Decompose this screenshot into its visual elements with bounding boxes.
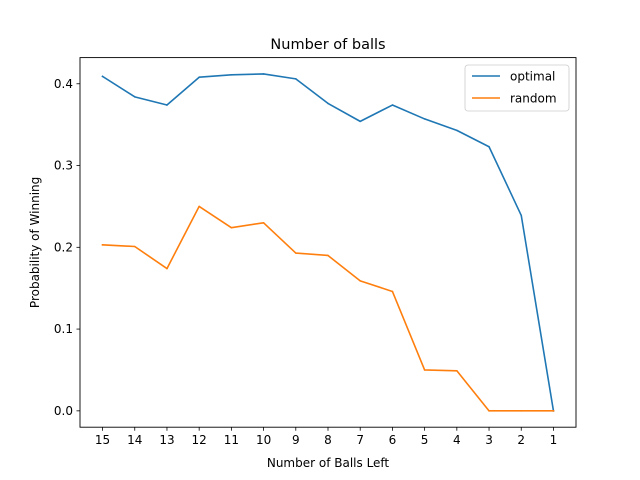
data-point-random <box>423 369 426 371</box>
x-tick-label: 12 <box>192 433 207 447</box>
x-tick-label: 10 <box>256 433 271 447</box>
data-point-random <box>488 410 490 412</box>
legend-label-optimal: optimal <box>510 70 555 84</box>
y-axis-label: Probability of Winning <box>28 177 42 308</box>
data-point-optimal <box>262 73 265 75</box>
data-point-optimal <box>133 96 136 98</box>
x-tick-label: 15 <box>95 433 110 447</box>
y-axis-ticks: 0.0 0.1 0.2 0.3 0.4 <box>54 77 80 418</box>
x-tick-label: 2 <box>517 433 525 447</box>
x-axis-label: Number of Balls Left <box>267 456 390 470</box>
data-point-optimal <box>294 78 297 80</box>
x-tick-label: 5 <box>421 433 429 447</box>
y-tick-label: 0.0 <box>54 404 73 418</box>
data-point-optimal <box>456 129 458 132</box>
data-point-random <box>391 290 394 293</box>
data-point-optimal <box>101 75 104 78</box>
data-point-random <box>327 254 329 257</box>
x-tick-label: 1 <box>550 433 558 447</box>
x-tick-label: 11 <box>224 433 239 447</box>
legend: optimal random <box>464 64 570 112</box>
x-tick-label: 13 <box>159 433 174 447</box>
x-tick-label: 14 <box>127 433 142 447</box>
data-point-optimal <box>230 73 233 76</box>
data-point-optimal <box>198 76 200 79</box>
data-point-optimal <box>327 102 329 105</box>
x-tick-label: 8 <box>324 433 332 447</box>
chart-title: Number of balls <box>270 37 385 53</box>
data-point-optimal <box>391 104 394 106</box>
plot-frame <box>79 57 577 428</box>
x-tick-label: 4 <box>453 433 461 447</box>
y-tick-label: 0.1 <box>54 322 73 336</box>
data-point-random <box>230 226 233 229</box>
data-point-optimal <box>520 214 523 217</box>
y-tick-label: 0.3 <box>54 159 73 173</box>
series-lines <box>101 73 555 412</box>
legend-label-random: random <box>510 92 557 106</box>
x-tick-label: 6 <box>389 433 397 447</box>
data-point-random <box>359 280 362 282</box>
data-point-random <box>552 410 555 412</box>
data-point-random <box>520 410 523 412</box>
data-point-random <box>166 267 168 270</box>
data-point-optimal <box>359 120 362 123</box>
data-point-random <box>133 245 136 248</box>
data-point-optimal <box>166 104 168 106</box>
data-point-random <box>294 252 297 254</box>
data-point-optimal <box>488 145 490 148</box>
data-point-optimal <box>423 118 426 120</box>
x-tick-label: 7 <box>356 433 364 447</box>
x-tick-label: 9 <box>292 433 300 447</box>
x-tick-label: 3 <box>485 433 493 447</box>
x-axis-ticks: 15 14 13 12 11 10 9 8 7 6 5 4 3 2 1 <box>95 427 557 447</box>
data-point-random <box>198 205 200 208</box>
y-tick-label: 0.4 <box>54 77 73 91</box>
data-point-random <box>101 244 104 246</box>
data-point-random <box>456 369 458 372</box>
y-tick-label: 0.2 <box>54 240 73 254</box>
data-point-random <box>262 221 265 224</box>
